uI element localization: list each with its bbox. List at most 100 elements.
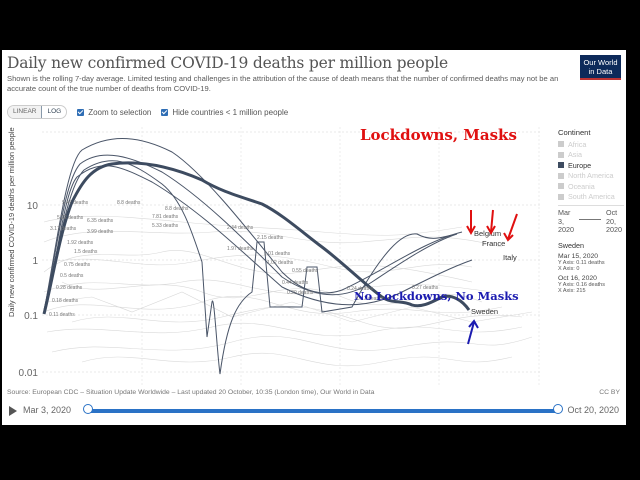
logo-line2: in Data	[588, 67, 613, 76]
checkbox-checked-icon	[161, 108, 169, 116]
annotation-no-lockdowns: No Lockdowns, No Masks	[354, 289, 519, 303]
legend-item-africa[interactable]: Africa	[558, 139, 624, 150]
timeline-end-label: Oct 20, 2020	[567, 405, 619, 415]
svg-text:Italy: Italy	[503, 253, 517, 262]
svg-text:0.11 deaths: 0.11 deaths	[49, 312, 75, 318]
legend-item-south-america[interactable]: South America	[558, 192, 624, 203]
swatch-icon	[558, 172, 564, 179]
legend-item-europe[interactable]: Europe	[558, 160, 624, 171]
date-range: Mar 3, 2020 Oct 20, 2020	[558, 208, 622, 235]
timeline-end-handle[interactable]	[553, 404, 563, 414]
annotation-lockdowns-masks: Lockdowns, Masks	[360, 126, 517, 144]
swatch-icon	[558, 183, 564, 190]
svg-text:0.01: 0.01	[19, 368, 39, 379]
owid-logo[interactable]: Our World in Data	[580, 55, 621, 80]
svg-text:9.47 deaths: 9.47 deaths	[62, 200, 89, 206]
range-end-year: 2020	[606, 225, 622, 234]
chart-panel: Daily new confirmed COVID-19 deaths per …	[2, 50, 626, 425]
annotation-arrows	[466, 209, 518, 345]
range-start: Mar 3, 2020	[558, 208, 574, 235]
chart-controls: LINEAR LOG Zoom to selection Hide countr…	[7, 105, 288, 119]
y-axis-label: Daily new confirmed COVID-19 deaths per …	[7, 127, 16, 317]
tooltip-country: Sweden	[558, 240, 584, 250]
svg-text:0.55 deaths: 0.55 deaths	[292, 268, 319, 274]
tooltip-start-y: Y Axis: 0.11 deaths	[558, 259, 605, 266]
legend-divider	[558, 205, 624, 206]
legend-label: Africa	[568, 139, 587, 149]
svg-text:1.97 deaths: 1.97 deaths	[227, 246, 254, 252]
svg-text:0.24 deaths: 0.24 deaths	[347, 286, 374, 292]
hide-small-countries-checkbox[interactable]: Hide countries < 1 million people	[161, 108, 288, 117]
checkbox-checked-icon	[77, 108, 85, 116]
svg-text:Belgium: Belgium	[474, 229, 501, 238]
range-start-year: 2020	[558, 225, 574, 234]
tooltip-end-date: Oct 16, 2020	[558, 274, 597, 282]
series-line	[43, 154, 458, 311]
legend-label: Oceania	[568, 181, 595, 191]
legend-label: Europe	[568, 160, 592, 170]
legend-item-oceania[interactable]: Oceania	[558, 181, 624, 192]
svg-text:0.13 deaths: 0.13 deaths	[357, 296, 384, 302]
source-note[interactable]: Source: European CDC – Situation Update …	[7, 389, 375, 396]
svg-text:8.8 deaths: 8.8 deaths	[165, 206, 189, 212]
chart-subtitle: Shown is the rolling 7-day average. Limi…	[7, 74, 559, 93]
point-labels: 9.47 deaths 5.22 deaths 3.17 deaths 6.35…	[49, 200, 439, 318]
svg-text:2.44 deaths: 2.44 deaths	[227, 225, 254, 231]
timeline-start-handle[interactable]	[83, 404, 93, 414]
svg-text:0.18 deaths: 0.18 deaths	[52, 298, 79, 304]
tooltip-start-x: X Axis: 0	[558, 265, 580, 272]
legend-label: South America	[568, 192, 615, 202]
license-link[interactable]: CC BY	[599, 389, 620, 396]
tooltip-end-y: Y Axis: 0.16 deaths	[558, 281, 605, 288]
timeline-start-label: Mar 3, 2020	[23, 405, 72, 415]
svg-text:0.29 deaths: 0.29 deaths	[287, 290, 314, 296]
svg-text:0.27 deaths: 0.27 deaths	[412, 285, 439, 291]
legend-label: Asia	[568, 150, 582, 160]
timeline: Mar 3, 2020 Oct 20, 2020	[7, 404, 621, 418]
svg-text:1.01 deaths: 1.01 deaths	[264, 251, 291, 257]
legend-heading: Continent	[558, 128, 591, 137]
svg-text:0.44 deaths: 0.44 deaths	[282, 280, 309, 286]
svg-text:0.1: 0.1	[24, 311, 38, 322]
range-end-month: Oct	[606, 208, 618, 217]
svg-text:8.8 deaths: 8.8 deaths	[117, 200, 141, 206]
range-arrow-icon	[579, 219, 601, 221]
svg-text:6.35 deaths: 6.35 deaths	[87, 218, 114, 224]
range-start-month: Mar	[558, 208, 571, 217]
linear-button[interactable]: LINEAR	[8, 106, 42, 118]
log-button[interactable]: LOG	[41, 106, 67, 118]
legend-label: North America	[568, 171, 614, 181]
timeline-track[interactable]	[87, 409, 557, 413]
chart-title: Daily new confirmed COVID-19 deaths per …	[7, 54, 448, 72]
zoom-to-selection-checkbox[interactable]: Zoom to selection	[77, 108, 151, 117]
svg-text:3.17 deaths: 3.17 deaths	[50, 226, 77, 232]
legend-item-asia[interactable]: Asia	[558, 150, 624, 161]
background-country-lines	[43, 215, 533, 367]
play-icon[interactable]	[9, 406, 17, 416]
range-start-day: 3,	[558, 216, 564, 226]
svg-text:0.75 deaths: 0.75 deaths	[64, 262, 91, 268]
tooltip-start-date: Mar 15, 2020	[558, 252, 599, 260]
range-end: Oct 20, 2020	[606, 208, 622, 235]
swatch-icon	[558, 162, 564, 169]
svg-text:2.15 deaths: 2.15 deaths	[257, 235, 284, 241]
swatch-icon	[558, 141, 564, 148]
line-chart[interactable]: 10 1 0.1 0.01 Daily new confirmed COVID-…	[2, 122, 558, 387]
svg-text:1.92 deaths: 1.92 deaths	[67, 240, 94, 246]
svg-text:0.5 deaths: 0.5 deaths	[60, 273, 84, 279]
svg-text:10: 10	[27, 201, 39, 212]
series-line	[43, 165, 473, 315]
svg-text:5.22 deaths: 5.22 deaths	[57, 215, 84, 221]
hide-small-countries-label: Hide countries < 1 million people	[172, 107, 289, 117]
svg-text:5.33 deaths: 5.33 deaths	[152, 223, 179, 229]
legend-item-north-america[interactable]: North America	[558, 171, 624, 182]
svg-text:1: 1	[32, 256, 38, 267]
swatch-icon	[558, 151, 564, 158]
zoom-to-selection-label: Zoom to selection	[88, 107, 152, 117]
grid-lines	[42, 127, 542, 387]
highlighted-country-lines	[43, 138, 473, 375]
tooltip-end-x: X Axis: 215	[558, 287, 586, 294]
svg-text:7.81 deaths: 7.81 deaths	[152, 214, 179, 220]
scale-toggle: LINEAR LOG	[7, 105, 68, 119]
svg-text:0.28 deaths: 0.28 deaths	[56, 285, 83, 291]
